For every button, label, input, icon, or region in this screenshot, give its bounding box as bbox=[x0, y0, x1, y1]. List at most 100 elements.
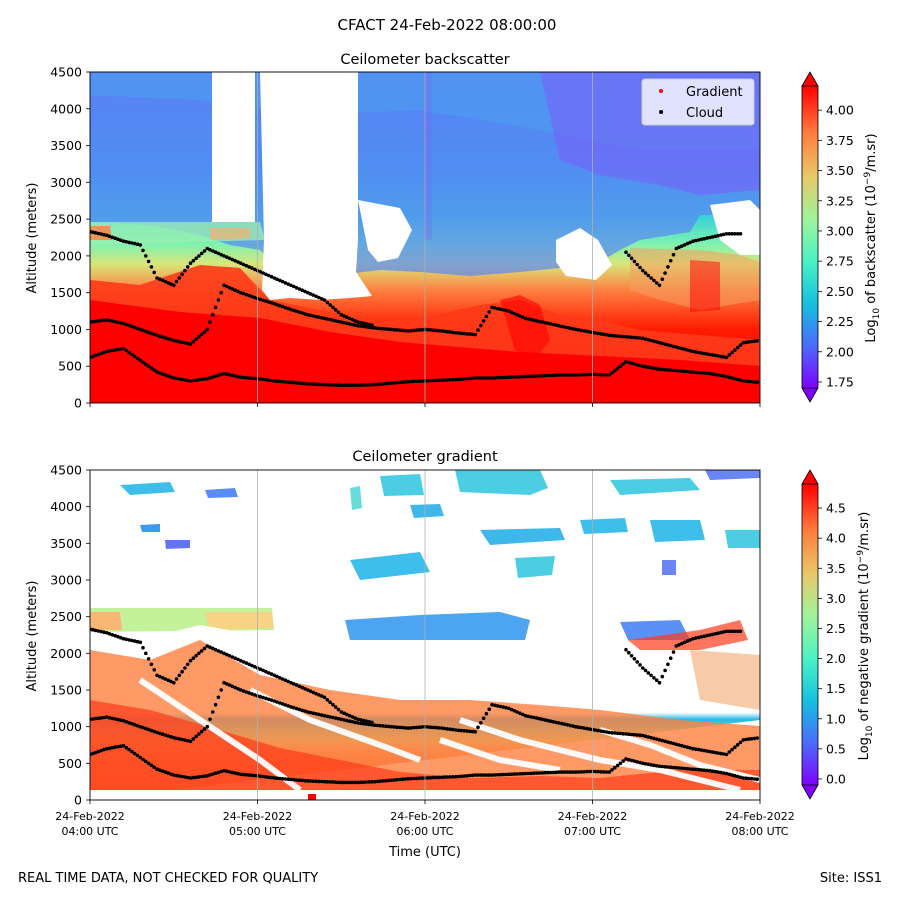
cloud-point bbox=[272, 776, 277, 780]
cloud-point bbox=[375, 382, 380, 387]
cloud-point bbox=[596, 728, 600, 733]
cloud-point bbox=[481, 716, 486, 720]
cloud-point bbox=[604, 333, 609, 337]
cloud-point bbox=[593, 769, 598, 774]
cloud-point bbox=[107, 234, 112, 239]
cloud-point bbox=[512, 311, 517, 316]
cloud-point bbox=[347, 719, 352, 723]
cloud-point bbox=[735, 774, 740, 779]
cloud-point bbox=[649, 365, 653, 370]
cloud-point bbox=[738, 232, 743, 236]
cloud-point bbox=[733, 745, 737, 749]
cloud-point bbox=[593, 372, 598, 377]
cloud-point bbox=[325, 780, 330, 784]
cloud-point bbox=[638, 265, 642, 270]
cloud-point bbox=[395, 328, 399, 332]
cloud-point bbox=[677, 643, 681, 647]
cloud-point bbox=[688, 370, 692, 374]
cloud-point bbox=[657, 764, 662, 769]
cloud-point bbox=[172, 283, 176, 288]
cloud-point bbox=[183, 341, 187, 345]
cloud-point bbox=[297, 707, 302, 712]
cloud-point bbox=[152, 332, 156, 337]
cloud-point bbox=[303, 778, 307, 783]
cloud-point bbox=[124, 348, 129, 353]
cloud-point bbox=[696, 370, 701, 375]
cloud-point bbox=[336, 383, 341, 388]
cloud-point bbox=[91, 717, 95, 721]
cloud-point bbox=[694, 238, 698, 243]
cloud-point bbox=[317, 295, 321, 300]
cloud-point bbox=[261, 298, 265, 303]
cloud-point bbox=[367, 780, 372, 784]
cloud-point bbox=[504, 375, 508, 380]
cloud-point bbox=[657, 367, 662, 372]
cloud-point bbox=[177, 774, 182, 778]
cloud-point bbox=[121, 239, 126, 243]
cloud-point bbox=[501, 772, 506, 777]
cloud-point bbox=[163, 770, 168, 774]
cloud-point bbox=[275, 776, 279, 780]
colorbar-tick-label: 0.0 bbox=[826, 771, 846, 786]
cloud-point bbox=[155, 276, 159, 280]
cloud-point bbox=[266, 775, 271, 780]
cloud-point bbox=[403, 726, 408, 730]
cloud-point bbox=[96, 749, 101, 754]
cloud-point bbox=[582, 329, 586, 333]
cloud-point bbox=[721, 374, 726, 378]
cloud-point bbox=[118, 238, 123, 242]
cloud-point bbox=[624, 335, 628, 339]
cloud-point bbox=[557, 770, 561, 774]
cloud-point bbox=[484, 711, 489, 716]
cloud-point bbox=[691, 636, 695, 641]
cloud-point bbox=[99, 748, 103, 753]
cloud-point bbox=[297, 684, 302, 689]
cloud-point bbox=[208, 717, 212, 722]
cloud-point bbox=[604, 730, 609, 734]
cloud-point bbox=[233, 374, 237, 378]
cloud-point bbox=[275, 379, 279, 384]
cloud-point bbox=[359, 320, 363, 325]
cloud-point bbox=[303, 289, 307, 294]
cloud-point bbox=[252, 376, 257, 381]
cloud-point bbox=[738, 740, 743, 745]
cloud-point bbox=[191, 737, 196, 741]
cloud-point bbox=[107, 318, 112, 323]
cloud-point bbox=[314, 712, 318, 716]
cloud-point bbox=[392, 381, 397, 385]
cloud-point bbox=[308, 382, 313, 386]
cloud-point bbox=[727, 375, 732, 380]
cloud-point bbox=[283, 305, 288, 310]
cloud-point bbox=[420, 776, 425, 780]
cloud-point bbox=[166, 771, 170, 775]
cloud-point bbox=[102, 630, 106, 634]
cloud-point bbox=[571, 373, 575, 377]
cloud-point bbox=[130, 721, 134, 726]
cloud-point bbox=[682, 766, 687, 771]
cloud-point bbox=[283, 281, 288, 285]
cloud-point bbox=[386, 327, 391, 332]
cloud-point bbox=[501, 375, 506, 380]
cloud-point bbox=[152, 668, 156, 672]
cloud-point bbox=[691, 767, 695, 771]
cloud-point bbox=[241, 262, 246, 267]
cloud-point bbox=[752, 736, 757, 741]
cloud-point bbox=[749, 776, 754, 781]
cloud-point bbox=[272, 276, 277, 280]
cloud-point bbox=[241, 291, 246, 296]
cloud-point bbox=[219, 769, 223, 774]
cloud-point bbox=[202, 727, 207, 731]
cloud-point bbox=[138, 755, 143, 760]
cloud-point bbox=[381, 326, 385, 331]
cloud-point bbox=[202, 249, 207, 253]
cloud-point bbox=[370, 323, 374, 328]
colorbar-tick-label: 2.25 bbox=[826, 314, 854, 329]
cloud-point bbox=[493, 703, 497, 708]
cloud-point bbox=[191, 259, 196, 263]
cloud-point bbox=[448, 378, 452, 382]
cloud-point bbox=[347, 316, 352, 321]
cloud-point bbox=[643, 337, 648, 341]
cloud-point bbox=[733, 629, 737, 634]
cloud-point bbox=[657, 340, 662, 345]
cloud-point bbox=[716, 631, 720, 635]
